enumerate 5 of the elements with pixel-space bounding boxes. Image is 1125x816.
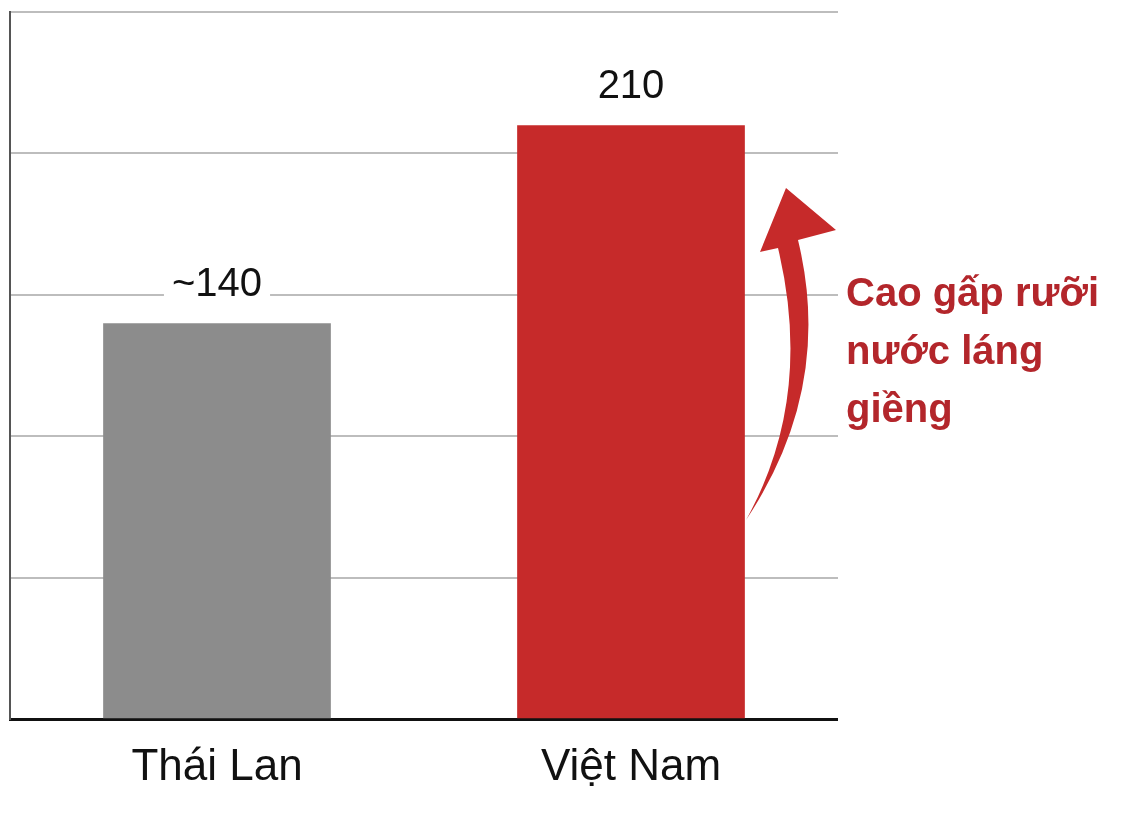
data-label: 210 <box>597 62 665 107</box>
x-tick-label: Việt Nam <box>540 739 722 789</box>
text: Cao gấp rưỡi nước láng giềng <box>846 269 1100 432</box>
data-label: ~140 <box>171 260 263 305</box>
x-tick-label: Thái Lan <box>131 739 303 789</box>
